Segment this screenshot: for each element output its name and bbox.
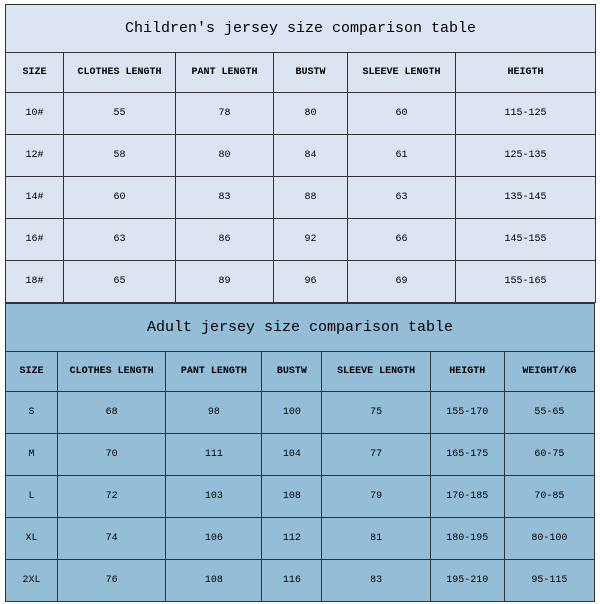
cell-pant-length: 78 (176, 93, 274, 135)
cell-sleeve-length: 83 (322, 560, 430, 602)
cell-weight: 80-100 (504, 518, 594, 560)
cell-bust: 100 (262, 392, 322, 434)
children-title: Children's jersey size comparison table (6, 5, 596, 53)
cell-height: 125-135 (456, 135, 596, 177)
children-col-clothes-length: CLOTHES LENGTH (64, 53, 176, 93)
cell-pant-length: 80 (176, 135, 274, 177)
adult-title: Adult jersey size comparison table (6, 304, 595, 352)
cell-clothes-length: 68 (58, 392, 166, 434)
cell-clothes-length: 63 (64, 219, 176, 261)
table-row: XL 74 106 112 81 180-195 80-100 (6, 518, 595, 560)
children-col-size: SIZE (6, 53, 64, 93)
cell-clothes-length: 74 (58, 518, 166, 560)
adult-col-height: HEIGTH (430, 352, 504, 392)
cell-size: 12# (6, 135, 64, 177)
children-col-pant-length: PANT LENGTH (176, 53, 274, 93)
cell-height: 145-155 (456, 219, 596, 261)
children-col-height: HEIGTH (456, 53, 596, 93)
cell-weight: 55-65 (504, 392, 594, 434)
cell-sleeve-length: 79 (322, 476, 430, 518)
cell-pant-length: 83 (176, 177, 274, 219)
cell-height: 155-170 (430, 392, 504, 434)
table-row: 16# 63 86 92 66 145-155 (6, 219, 596, 261)
cell-size: L (6, 476, 58, 518)
cell-size: 14# (6, 177, 64, 219)
cell-pant-length: 111 (166, 434, 262, 476)
cell-size: 2XL (6, 560, 58, 602)
adult-header-row: SIZE CLOTHES LENGTH PANT LENGTH BUSTW SL… (6, 352, 595, 392)
cell-size: M (6, 434, 58, 476)
adult-col-weight: WEIGHT/KG (504, 352, 594, 392)
cell-sleeve-length: 63 (348, 177, 456, 219)
adult-size-table: Adult jersey size comparison table SIZE … (5, 303, 595, 602)
cell-size: XL (6, 518, 58, 560)
cell-height: 170-185 (430, 476, 504, 518)
cell-pant-length: 86 (176, 219, 274, 261)
cell-clothes-length: 70 (58, 434, 166, 476)
table-row: S 68 98 100 75 155-170 55-65 (6, 392, 595, 434)
cell-clothes-length: 60 (64, 177, 176, 219)
children-size-table: Children's jersey size comparison table … (5, 4, 596, 303)
children-title-row: Children's jersey size comparison table (6, 5, 596, 53)
cell-pant-length: 106 (166, 518, 262, 560)
cell-size: S (6, 392, 58, 434)
cell-size: 18# (6, 261, 64, 303)
cell-bust: 112 (262, 518, 322, 560)
cell-pant-length: 108 (166, 560, 262, 602)
cell-height: 155-165 (456, 261, 596, 303)
table-row: L 72 103 108 79 170-185 70-85 (6, 476, 595, 518)
table-row: 12# 58 80 84 61 125-135 (6, 135, 596, 177)
cell-height: 180-195 (430, 518, 504, 560)
cell-sleeve-length: 69 (348, 261, 456, 303)
cell-clothes-length: 65 (64, 261, 176, 303)
adult-title-row: Adult jersey size comparison table (6, 304, 595, 352)
adult-col-bust: BUSTW (262, 352, 322, 392)
cell-sleeve-length: 75 (322, 392, 430, 434)
children-header-row: SIZE CLOTHES LENGTH PANT LENGTH BUSTW SL… (6, 53, 596, 93)
adult-col-sleeve-length: SLEEVE LENGTH (322, 352, 430, 392)
cell-height: 135-145 (456, 177, 596, 219)
cell-sleeve-length: 81 (322, 518, 430, 560)
cell-weight: 95-115 (504, 560, 594, 602)
table-row: 10# 55 78 80 60 115-125 (6, 93, 596, 135)
cell-sleeve-length: 60 (348, 93, 456, 135)
cell-clothes-length: 58 (64, 135, 176, 177)
cell-bust: 96 (274, 261, 348, 303)
cell-clothes-length: 72 (58, 476, 166, 518)
cell-weight: 70-85 (504, 476, 594, 518)
adult-col-clothes-length: CLOTHES LENGTH (58, 352, 166, 392)
cell-bust: 104 (262, 434, 322, 476)
cell-pant-length: 103 (166, 476, 262, 518)
children-col-sleeve-length: SLEEVE LENGTH (348, 53, 456, 93)
cell-clothes-length: 76 (58, 560, 166, 602)
table-row: 18# 65 89 96 69 155-165 (6, 261, 596, 303)
table-row: M 70 111 104 77 165-175 60-75 (6, 434, 595, 476)
cell-bust: 80 (274, 93, 348, 135)
cell-size: 10# (6, 93, 64, 135)
cell-bust: 116 (262, 560, 322, 602)
cell-sleeve-length: 77 (322, 434, 430, 476)
cell-size: 16# (6, 219, 64, 261)
table-row: 2XL 76 108 116 83 195-210 95-115 (6, 560, 595, 602)
adult-col-size: SIZE (6, 352, 58, 392)
cell-bust: 88 (274, 177, 348, 219)
cell-bust: 108 (262, 476, 322, 518)
cell-weight: 60-75 (504, 434, 594, 476)
cell-sleeve-length: 66 (348, 219, 456, 261)
cell-height: 115-125 (456, 93, 596, 135)
children-col-bust: BUSTW (274, 53, 348, 93)
adult-col-pant-length: PANT LENGTH (166, 352, 262, 392)
table-row: 14# 60 83 88 63 135-145 (6, 177, 596, 219)
cell-pant-length: 89 (176, 261, 274, 303)
cell-height: 165-175 (430, 434, 504, 476)
cell-pant-length: 98 (166, 392, 262, 434)
cell-height: 195-210 (430, 560, 504, 602)
cell-bust: 84 (274, 135, 348, 177)
cell-bust: 92 (274, 219, 348, 261)
cell-sleeve-length: 61 (348, 135, 456, 177)
cell-clothes-length: 55 (64, 93, 176, 135)
